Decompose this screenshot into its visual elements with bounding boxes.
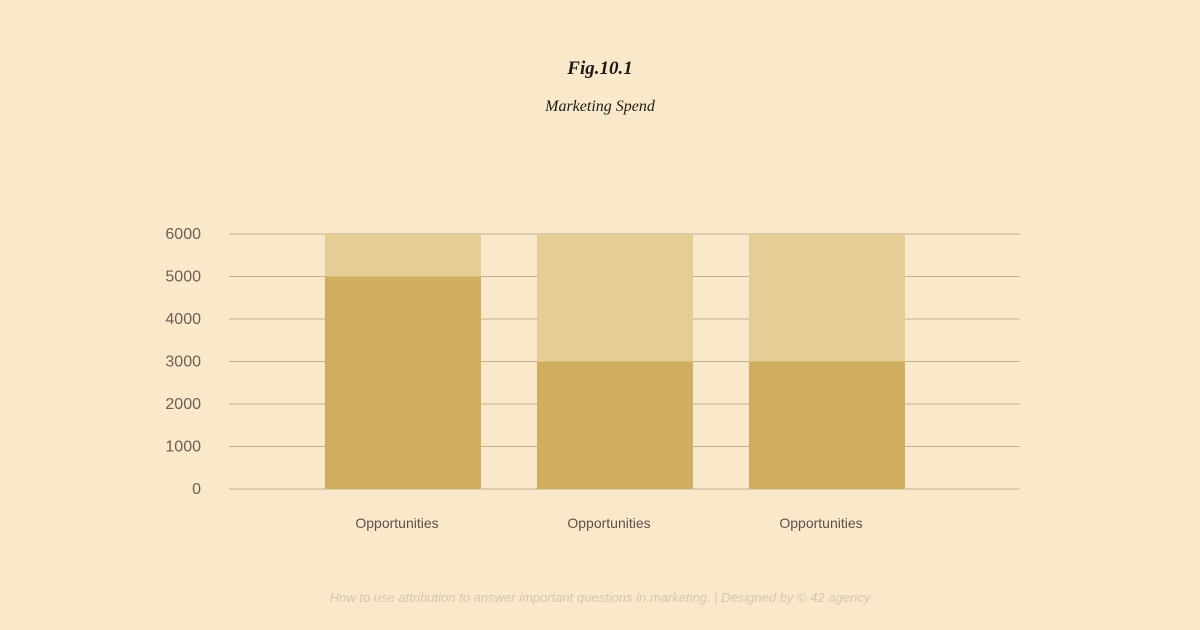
y-tick-label: 6000 — [165, 226, 201, 243]
y-axis-ticks: 0 1000 2000 3000 4000 5000 6000 — [165, 226, 201, 498]
y-tick-label: 3000 — [165, 354, 201, 371]
y-tick-label: 1000 — [165, 439, 201, 456]
x-tick-label: Opportunities — [567, 515, 650, 531]
bars — [325, 234, 905, 489]
bar-segment-upper — [749, 234, 905, 362]
footer-credit: How to use attribution to answer importa… — [329, 590, 871, 605]
bar-segment-lower — [749, 361, 905, 489]
bar-segment-lower — [325, 276, 481, 489]
chart-title: Marketing Spend — [545, 98, 655, 115]
x-tick-label: Opportunities — [355, 515, 438, 531]
y-tick-label: 5000 — [165, 269, 201, 286]
figure-label: Fig.10.1 — [567, 58, 633, 79]
x-tick-label: Opportunities — [779, 515, 862, 531]
bar-segment-lower — [537, 361, 693, 489]
bar-segment-upper — [325, 234, 481, 277]
y-tick-label: 4000 — [165, 311, 201, 328]
bar-segment-upper — [537, 234, 693, 362]
x-axis-ticks: Opportunities Opportunities Opportunities — [355, 515, 862, 531]
y-tick-label: 0 — [192, 481, 201, 498]
y-tick-label: 2000 — [165, 396, 201, 413]
